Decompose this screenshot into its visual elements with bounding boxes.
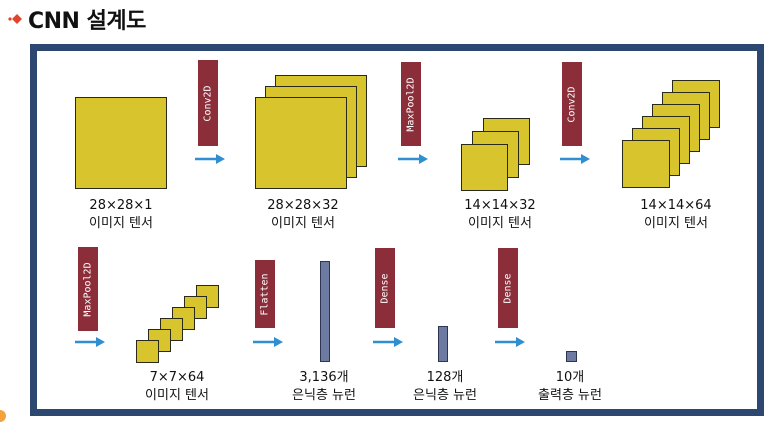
layer-name: MaxPool2D [82, 261, 94, 317]
node-label: 7×7×64 이미지 텐서 [145, 369, 209, 405]
node-shape: 14×14×64 [640, 198, 712, 213]
page-title: CNN 설계도 [28, 9, 146, 34]
node-label: 10개 출력층 뉴런 [538, 369, 602, 405]
tensor-28x28x1 [75, 97, 167, 189]
arrow-icon [398, 154, 428, 164]
node-shape: 128개 [426, 370, 464, 385]
node-label: 14×14×32 이미지 텐서 [464, 197, 535, 233]
arrow-icon [75, 337, 105, 347]
node-caption: 이미지 텐서 [271, 216, 335, 231]
arrow-icon [373, 337, 403, 347]
layer-tag-dense: Dense [375, 248, 395, 328]
layer-name: MaxPool2D [405, 76, 417, 132]
node-label: 28×28×32 이미지 텐서 [267, 197, 338, 233]
arrow-icon [495, 337, 525, 347]
tensor-14x14x32-layer [461, 144, 508, 191]
node-caption: 이미지 텐서 [89, 216, 153, 231]
node-caption: 이미지 텐서 [468, 216, 532, 231]
node-shape: 3,136개 [299, 370, 349, 385]
layer-tag-conv2d: Conv2D [562, 62, 582, 146]
diamond-bullet-icon [6, 8, 28, 30]
node-caption: 출력층 뉴런 [538, 388, 602, 403]
neuron-bar-128 [438, 326, 448, 362]
layer-tag-conv2d: Conv2D [198, 60, 218, 146]
node-shape: 28×28×1 [89, 198, 153, 213]
neuron-bar-10 [566, 351, 577, 362]
node-shape: 10개 [555, 370, 585, 385]
layer-tag-maxpool2d: MaxPool2D [78, 247, 98, 331]
arrow-icon [195, 154, 225, 164]
arrow-icon [253, 337, 283, 347]
tensor-7x7x64-layer [136, 340, 159, 363]
layer-name: Conv2D [202, 84, 214, 122]
layer-name: Dense [502, 272, 514, 304]
neuron-bar-3136 [320, 261, 330, 362]
layer-tag-maxpool2d: MaxPool2D [401, 62, 421, 146]
layer-name: Flatten [259, 272, 271, 316]
node-label: 128개 은닉층 뉴런 [413, 369, 477, 405]
title-bar: CNN 설계도 [6, 4, 146, 34]
node-caption: 은닉층 뉴런 [413, 388, 477, 403]
layer-name: Dense [379, 272, 391, 304]
node-label: 28×28×1 이미지 텐서 [89, 197, 153, 233]
node-caption: 이미지 텐서 [145, 388, 209, 403]
layer-name: Conv2D [566, 85, 578, 123]
tensor-28x28x32-layer [255, 97, 347, 189]
node-label: 3,136개 은닉층 뉴런 [292, 369, 356, 405]
node-caption: 은닉층 뉴런 [292, 388, 356, 403]
layer-tag-flatten: Flatten [255, 260, 275, 328]
node-caption: 이미지 텐서 [644, 216, 708, 231]
corner-decoration [0, 410, 6, 422]
node-shape: 7×7×64 [149, 370, 205, 385]
node-label: 14×14×64 이미지 텐서 [640, 197, 711, 233]
node-shape: 14×14×32 [464, 198, 536, 213]
tensor-14x14x64-layer [622, 140, 670, 188]
arrow-icon [560, 154, 590, 164]
layer-tag-dense: Dense [498, 248, 518, 328]
node-shape: 28×28×32 [267, 198, 339, 213]
